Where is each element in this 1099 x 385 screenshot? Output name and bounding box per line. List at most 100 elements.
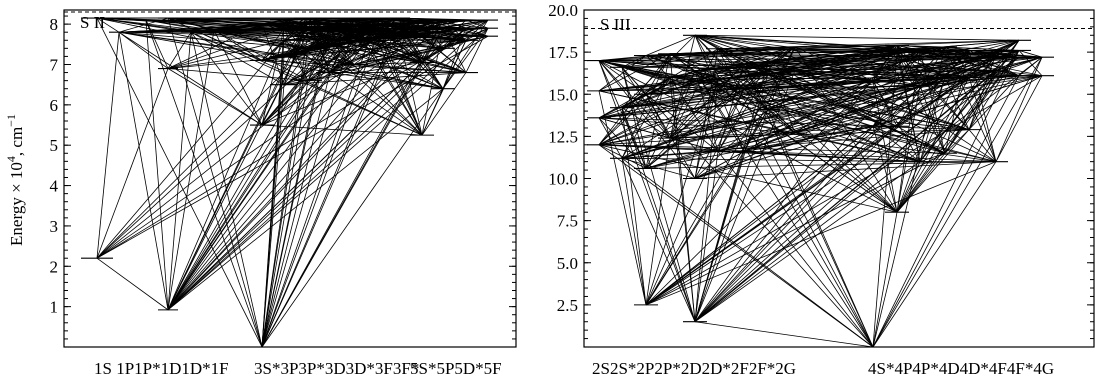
transition-line [598, 46, 946, 61]
transition-line [694, 70, 719, 152]
transition-line [375, 27, 423, 63]
transition-line [118, 32, 169, 310]
transition-line [717, 39, 1020, 50]
y-tick-label: 7.5 [557, 212, 578, 231]
transition-line [375, 19, 423, 136]
y-tick-label: 2.5 [557, 296, 578, 315]
transition-line [621, 157, 921, 163]
transition-line [353, 19, 377, 41]
transition-line [442, 27, 489, 89]
transition-line [717, 151, 874, 348]
y-tick-label: 5.0 [557, 254, 578, 273]
transition-line [767, 51, 898, 110]
transition-line [767, 46, 796, 110]
transition-line [669, 78, 719, 139]
s3-transitions [598, 34, 1043, 348]
transition-line [621, 107, 647, 305]
transition-line [694, 56, 1020, 323]
transition-line [598, 60, 696, 322]
transition-line [645, 53, 671, 169]
transition-line [353, 25, 423, 136]
transition-line [598, 60, 898, 127]
transition-line [794, 46, 874, 82]
transition-line [968, 129, 997, 162]
transition-line [397, 17, 444, 89]
s2-panel: 1 2 3 4 5 6 7 8 S II Energy × 104, cm−1 1S 1P1P… [4, 9, 517, 378]
transition-line [598, 60, 671, 139]
transition-line [872, 52, 898, 348]
transition-line [694, 70, 769, 110]
transition-line [353, 47, 444, 65]
transition-line [896, 51, 1020, 58]
transition-line [896, 45, 921, 162]
transition-line [261, 32, 309, 348]
transition-line [645, 88, 745, 169]
transition-line [442, 27, 467, 41]
transition-line [261, 80, 309, 348]
y-tick-label: 5 [50, 136, 59, 155]
s3-group-label-1: 2S2S*2P2P*2D2D*2F2F*2G [592, 359, 796, 378]
transition-line [118, 31, 263, 126]
y-tick-label: 17.5 [548, 43, 578, 62]
transition-line [717, 48, 898, 127]
transition-line [995, 70, 1043, 77]
transition-line [329, 19, 355, 27]
transition-line [167, 44, 331, 311]
transition-line [621, 34, 696, 109]
transition-line [872, 126, 898, 213]
s2-group-label-2: 3S*3P3P*3D3D*3F3F* [254, 359, 419, 378]
transition-line [645, 70, 696, 169]
transition-line [167, 88, 444, 311]
transition-line [767, 44, 898, 63]
transition-line [694, 70, 874, 348]
transition-line [919, 75, 1020, 87]
transition-line [465, 35, 489, 41]
transition-line [598, 117, 796, 134]
transition-line [442, 19, 467, 29]
transition-line [307, 31, 331, 45]
transition-line [465, 27, 489, 73]
y-tick-label: 7 [50, 55, 59, 74]
transition-line [743, 73, 769, 90]
s2-group-label-1: 1S 1P1P*1D1D*1F [94, 359, 229, 378]
transition-line [261, 19, 444, 348]
transition-line [307, 17, 331, 73]
transition-line [621, 67, 671, 139]
transition-line [329, 27, 467, 41]
transition-line [767, 73, 898, 127]
transition-line [896, 77, 970, 213]
transition-line [442, 27, 467, 73]
transition-line [645, 55, 671, 78]
transition-line [944, 50, 970, 154]
transition-line [896, 77, 946, 213]
transition-line [167, 30, 215, 310]
transition-line [96, 40, 285, 259]
transition-line [896, 85, 921, 213]
transition-line [919, 53, 997, 162]
transition-line [621, 158, 696, 322]
transition-line [375, 37, 423, 63]
transition-line [794, 132, 921, 163]
transition-line [694, 321, 874, 348]
transition-line [421, 19, 444, 63]
s2-y-ticks: 1 2 3 4 5 6 7 8 [50, 15, 516, 340]
transition-line [598, 90, 647, 305]
transition-line [896, 53, 997, 213]
transition-line [872, 50, 1020, 348]
transition-line [96, 68, 169, 259]
transition-line [598, 117, 623, 159]
transition-line [743, 151, 921, 163]
transition-line [118, 31, 355, 65]
y-tick-label: 20.0 [548, 1, 578, 20]
transition-line [167, 17, 423, 136]
transition-line [767, 73, 898, 213]
transition-line [645, 152, 946, 306]
transition-line [919, 85, 946, 154]
transition-line [465, 19, 489, 29]
transition-line [329, 19, 377, 73]
transition-line [167, 68, 263, 126]
transition-line [694, 35, 874, 348]
transition-line [896, 129, 970, 213]
transition-line [397, 23, 444, 89]
